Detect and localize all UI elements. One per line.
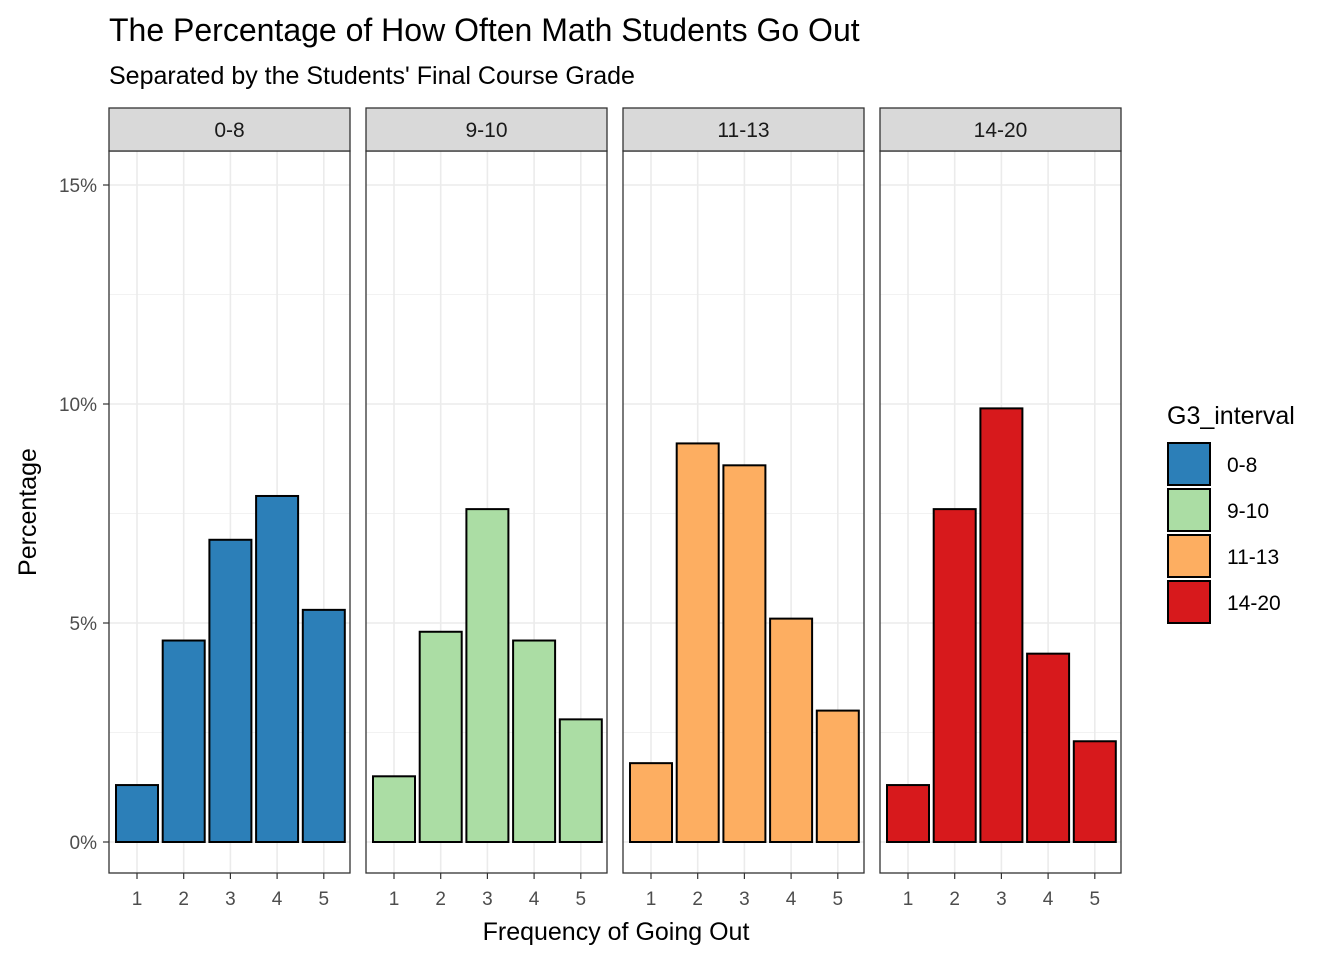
facet-strip: [622, 107, 865, 152]
y-tick-label: 15%: [59, 176, 97, 197]
bar-0-8-5: [301, 608, 346, 843]
facet-strip: [365, 107, 608, 152]
facet-strip-label: 9-10: [465, 119, 507, 142]
bar-0-8-3: [208, 538, 253, 844]
bar-14-20-3: [979, 407, 1024, 843]
x-axis-title: Frequency of Going Out: [483, 918, 750, 946]
chart-subtitle: Separated by the Students' Final Course …: [109, 62, 635, 90]
facet-panel-11-13: 11-13 1 2 3 4 5: [622, 107, 865, 910]
bar-9-10-5: [558, 718, 603, 843]
x-tick-label: 4: [529, 889, 540, 910]
legend-label-11-13: 11-13: [1227, 546, 1279, 569]
bar-14-20-5: [1072, 740, 1117, 844]
facet-strip-label: 14-20: [974, 119, 1028, 142]
facet-panels: 0-8 1 2 3 4 5 9-10 1 2 3 4 5 11-13 1 2 3 4 5 14-20 1 2 3 4 5: [108, 107, 1122, 910]
bar-14-20-4: [1026, 652, 1071, 843]
y-axis-title: Percentage: [14, 448, 42, 576]
legend-swatch-9-10: [1167, 488, 1211, 532]
bar-11-13-2: [675, 442, 720, 843]
x-tick-label: 3: [739, 889, 750, 910]
facet-strip-label: 0-8: [214, 119, 244, 142]
bar-11-13-1: [629, 762, 673, 843]
x-tick-label: 5: [833, 889, 844, 910]
x-tick-label: 1: [903, 889, 914, 910]
bar-14-20-2: [932, 508, 977, 843]
x-tick-label: 5: [1090, 889, 1101, 910]
x-tick-label: 4: [786, 889, 797, 910]
bar-0-8-1: [115, 784, 159, 843]
bar-0-8-2: [161, 639, 206, 844]
x-tick-label: 1: [389, 889, 400, 910]
x-tick-label: 4: [272, 889, 283, 910]
x-tick-label: 5: [576, 889, 587, 910]
legend-label-9-10: 9-10: [1227, 500, 1269, 523]
legend-swatch-0-8: [1167, 442, 1211, 486]
facet-panel-0-8: 0-8 1 2 3 4 5: [108, 107, 351, 910]
facet-strip: [108, 107, 351, 152]
legend-title: G3_interval: [1167, 402, 1295, 430]
bar-9-10-1: [372, 775, 416, 843]
chart-title: The Percentage of How Often Math Student…: [109, 12, 860, 48]
legend-label-14-20: 14-20: [1227, 592, 1281, 615]
legend-label-0-8: 0-8: [1227, 454, 1257, 477]
x-tick-label: 2: [435, 889, 446, 910]
bar-9-10-2: [418, 630, 463, 844]
y-axis: 0% 5% 10% 15%: [59, 176, 109, 854]
x-tick-label: 2: [692, 889, 703, 910]
facet-panel-9-10: 9-10 1 2 3 4 5: [365, 107, 608, 910]
bar-11-13-5: [815, 709, 860, 843]
x-tick-label: 1: [646, 889, 657, 910]
y-tick-label: 0%: [70, 833, 98, 854]
x-tick-label: 3: [996, 889, 1007, 910]
bar-11-13-4: [769, 617, 814, 843]
bar-11-13-3: [722, 464, 767, 843]
x-tick-label: 3: [225, 889, 236, 910]
facet-panel-14-20: 14-20 1 2 3 4 5: [879, 107, 1122, 910]
bar-9-10-3: [465, 508, 510, 843]
facet-strip: [879, 107, 1122, 152]
x-tick-label: 2: [178, 889, 189, 910]
x-tick-label: 5: [319, 889, 330, 910]
legend-swatch-14-20: [1167, 580, 1211, 624]
bar-9-10-4: [512, 639, 557, 844]
y-tick-label: 10%: [59, 395, 97, 416]
y-tick-label: 5%: [70, 614, 98, 635]
legend-swatch-11-13: [1167, 534, 1211, 578]
bar-0-8-4: [255, 494, 300, 843]
x-tick-label: 4: [1043, 889, 1054, 910]
x-tick-label: 2: [949, 889, 960, 910]
facet-strip-label: 11-13: [717, 119, 769, 142]
x-tick-label: 1: [132, 889, 143, 910]
x-tick-label: 3: [482, 889, 493, 910]
legend: G3_interval 0-8 9-10 11-13 14-20: [1167, 402, 1295, 624]
bar-14-20-1: [886, 784, 930, 843]
